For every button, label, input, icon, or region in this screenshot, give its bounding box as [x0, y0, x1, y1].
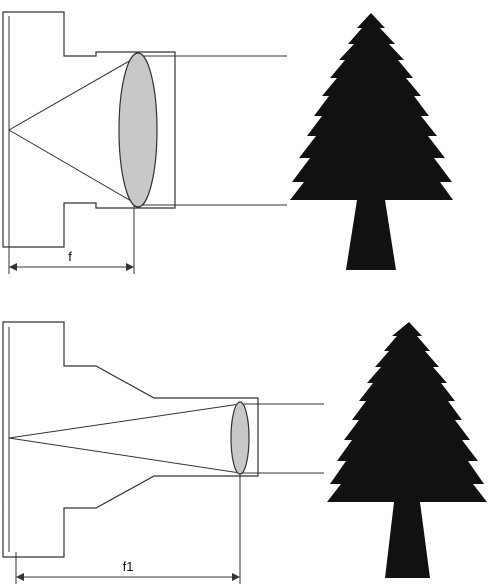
lens-element: [118, 52, 158, 208]
tree-icon: [327, 322, 487, 578]
focal-length-label: f1: [123, 559, 134, 574]
focal-length-label: f: [68, 249, 72, 264]
camera-body-outline: [2, 321, 259, 558]
panel-short-focal: f: [2, 11, 453, 274]
ray-lower: [8, 129, 139, 206]
ray-lower: [8, 437, 241, 474]
ray-upper: [8, 403, 241, 439]
panel-long-focal: f1: [2, 321, 487, 584]
tree-icon: [290, 13, 453, 270]
ray-upper: [8, 55, 139, 131]
camera-body-outline: [2, 11, 176, 248]
lens-element: [230, 401, 250, 475]
